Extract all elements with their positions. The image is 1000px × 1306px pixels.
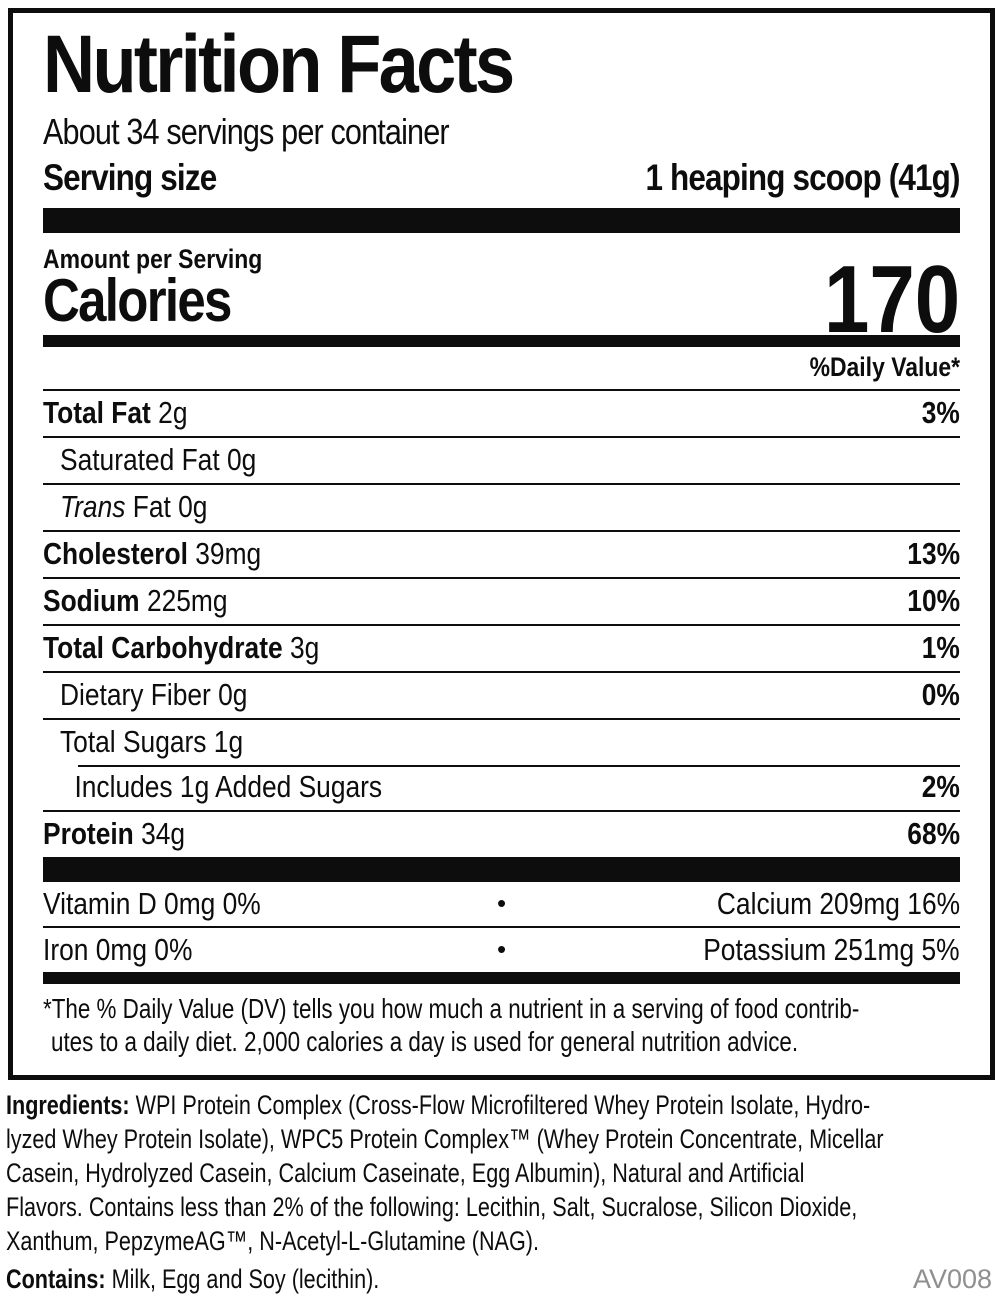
nutrition-facts-panel: Nutrition Facts About 34 servings per co…	[8, 8, 995, 1080]
bullet-separator: •	[496, 888, 507, 919]
nutrient-daily-value: 68%	[907, 816, 960, 852]
nutrient-name: Protein 34g	[43, 816, 186, 852]
nutrient-name: Saturated Fat 0g	[60, 442, 257, 478]
nutrient-daily-value: 1%	[921, 630, 960, 666]
nutrient-name: Cholesterol 39mg	[43, 536, 262, 572]
micronutrient-row: Iron 0mg 0% • Potassium 251mg 5%	[43, 925, 960, 972]
divider-medium-bar	[43, 334, 960, 347]
nutrient-name: Total Fat 2g	[43, 395, 188, 431]
contains-label: Contains:	[6, 1264, 106, 1294]
bullet-separator: •	[496, 934, 507, 965]
nutrient-row: Total Carbohydrate 3g 1%	[43, 623, 960, 671]
nutrient-row: Protein 34g 68%	[43, 809, 960, 857]
micronutrient-row: Vitamin D 0mg 0% • Calcium 209mg 16%	[43, 882, 960, 926]
serving-size-label: Serving size	[43, 156, 217, 198]
nutrient-row: Total Fat 2g 3%	[43, 388, 960, 436]
label-code: AV008	[912, 1264, 992, 1294]
panel-title-text: Nutrition Facts	[43, 19, 515, 110]
nutrient-name: Total Sugars 1g	[60, 724, 244, 760]
divider-medium-bar	[43, 971, 960, 984]
serving-size-row: Serving size 1 heaping scoop (41g)	[43, 155, 961, 200]
nutrient-daily-value: 2%	[921, 769, 960, 805]
micronutrient-left: Vitamin D 0mg 0%	[43, 885, 261, 921]
nutrient-row: Includes 1g Added Sugars 2%	[43, 764, 960, 810]
nutrient-row: Sodium 225mg 10%	[43, 576, 960, 624]
ingredients-line: Flavors. Contains less than 2% of the fo…	[6, 1192, 858, 1222]
nutrient-rows: Total Fat 2g 3% Saturated Fat 0g Trans Fat …	[43, 388, 960, 857]
divider-thick-bar	[43, 856, 960, 882]
ingredients-line: Xanthum, PepzymeAG™, N-Acetyl-L-Glutamin…	[6, 1226, 539, 1256]
contains-statement: Contains: Milk, Egg and Soy (lecithin).	[6, 1262, 379, 1296]
ingredients-paragraph: Ingredients: WPI Protein Complex (Cross-…	[6, 1088, 994, 1258]
nutrient-daily-value: 0%	[921, 677, 960, 713]
contains-text: Milk, Egg and Soy (lecithin).	[105, 1264, 380, 1294]
nutrient-daily-value: 3%	[921, 395, 960, 431]
amount-per-serving-label: Amount per Serving	[43, 243, 263, 274]
servings-per-container: About 34 servings per container	[43, 110, 450, 152]
nutrient-daily-value: 10%	[907, 583, 960, 619]
nutrient-row: Cholesterol 39mg 13%	[43, 529, 960, 577]
nutrient-daily-value: 13%	[907, 536, 960, 572]
footnote-line: utes to a daily diet. 2,000 calories a d…	[51, 1025, 799, 1057]
nutrient-name: Sodium 225mg	[43, 583, 228, 619]
ingredients-line: lyzed Whey Protein Isolate), WPC5 Protei…	[6, 1124, 884, 1154]
calories-label: Calories	[43, 266, 232, 334]
ingredients-line: Casein, Hydrolyzed Casein, Calcium Casei…	[6, 1158, 805, 1188]
panel-title: Nutrition Facts	[43, 23, 960, 107]
nutrient-row: Saturated Fat 0g	[43, 435, 960, 483]
ingredients-line: Ingredients: WPI Protein Complex (Cross-…	[6, 1090, 871, 1120]
vitamin-rows: Vitamin D 0mg 0% • Calcium 209mg 16% Iron 0…	[43, 882, 960, 972]
footnote-line: *The % Daily Value (DV) tells you how mu…	[43, 992, 860, 1024]
calories-row: Calories 170	[43, 251, 960, 347]
nutrient-row: Dietary Fiber 0g 0%	[43, 670, 960, 718]
nutrient-row: Trans Fat 0g	[43, 482, 960, 530]
micronutrient-right: Calcium 209mg 16%	[716, 885, 960, 921]
daily-value-footnote: *The % Daily Value (DV) tells you how mu…	[43, 992, 960, 1058]
contains-row: Contains: Milk, Egg and Soy (lecithin). …	[6, 1262, 992, 1296]
ingredients-label: Ingredients:	[6, 1090, 130, 1120]
serving-size-value: 1 heaping scoop (41g)	[645, 156, 961, 198]
nutrient-name: Includes 1g Added Sugars	[74, 769, 383, 805]
nutrient-row: Total Sugars 1g	[43, 717, 960, 765]
calories-value: 170	[823, 245, 960, 353]
nutrient-name: Dietary Fiber 0g	[60, 677, 248, 713]
micronutrient-left: Iron 0mg 0%	[43, 931, 193, 967]
nutrient-name: Trans Fat 0g	[60, 489, 208, 525]
micronutrient-right: Potassium 251mg 5%	[703, 931, 960, 967]
nutrient-name: Total Carbohydrate 3g	[43, 630, 320, 666]
divider-thick-bar	[43, 207, 960, 233]
daily-value-header: %Daily Value*	[809, 352, 960, 383]
